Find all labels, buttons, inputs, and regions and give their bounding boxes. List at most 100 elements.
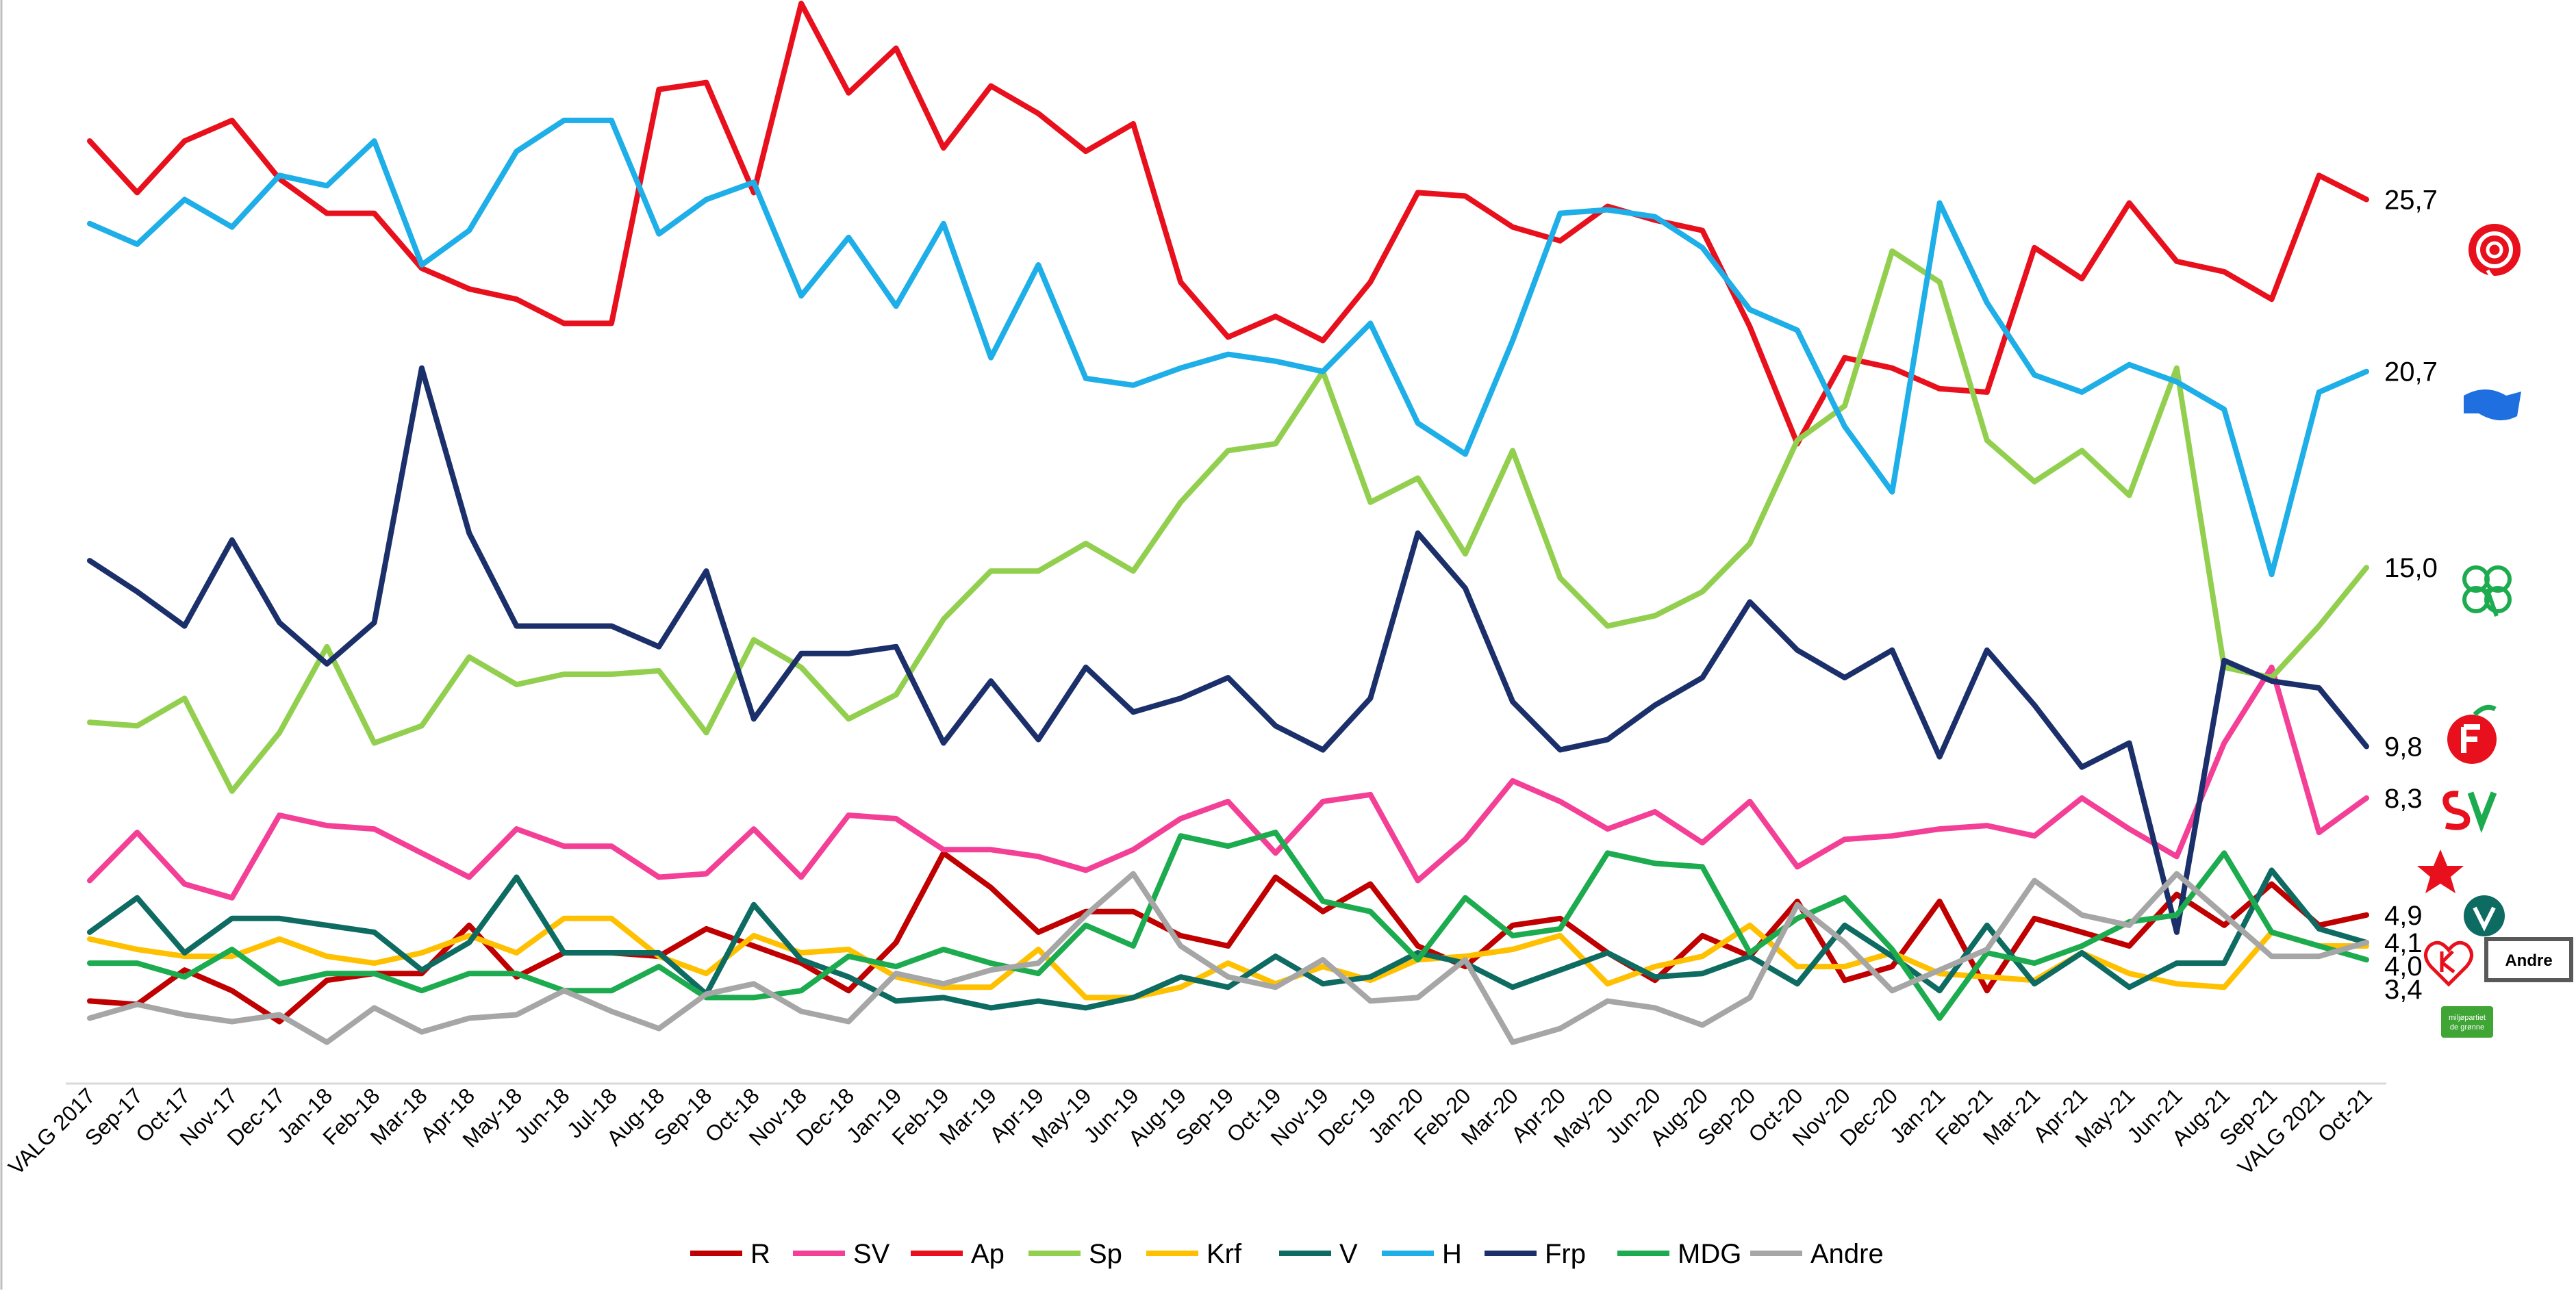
data-point-sv	[1605, 826, 1611, 832]
series-andre	[87, 871, 2369, 1045]
data-point-h	[894, 303, 899, 309]
data-point-v	[894, 998, 899, 1003]
end-label-sp: 15,0	[2384, 553, 2438, 583]
data-point-v	[1557, 967, 1563, 973]
data-point-h	[1795, 327, 1800, 333]
data-point-frp	[1367, 695, 1373, 701]
data-point-frp	[324, 661, 329, 667]
data-point-h	[1557, 211, 1563, 216]
series-r	[87, 850, 2369, 1025]
data-point-andre	[1605, 998, 1611, 1003]
data-point-r	[1178, 933, 1183, 938]
series-line-sv	[87, 664, 2369, 901]
data-point-h	[1700, 245, 1705, 251]
data-point-andre	[561, 988, 567, 993]
data-point-andre	[2269, 953, 2275, 959]
data-point-ap	[704, 80, 709, 86]
data-point-ap	[229, 118, 235, 123]
data-point-h	[798, 293, 804, 298]
data-point-krf	[2221, 984, 2227, 990]
r-star-logo-icon	[2417, 849, 2464, 893]
data-point-krf	[988, 984, 994, 990]
data-point-krf	[1747, 923, 1753, 928]
data-point-v	[1178, 974, 1183, 980]
data-point-ap	[988, 84, 994, 89]
data-point-mdg	[1415, 957, 1421, 962]
data-point-h	[1367, 320, 1373, 326]
andre-box	[2484, 937, 2573, 982]
data-point-mdg	[1463, 895, 1468, 901]
data-point-mdg	[1367, 909, 1373, 914]
data-point-r	[1557, 916, 1563, 921]
data-point-h	[229, 225, 235, 230]
data-point-andre	[1320, 957, 1326, 962]
data-point-frp	[1795, 648, 1800, 653]
data-point-sv	[1035, 854, 1041, 859]
data-point-h	[1984, 300, 1990, 305]
data-point-krf	[87, 936, 92, 942]
data-point-mdg	[514, 971, 519, 976]
data-point-ap	[1226, 335, 1231, 340]
data-point-h	[182, 197, 188, 203]
data-point-andre	[1226, 974, 1231, 980]
svg-text:miljøpartiet: miljøpartiet	[2449, 1014, 2486, 1022]
legend-item-krf: Krf	[1146, 1239, 1242, 1269]
legend-item-mdg: MDG	[1617, 1239, 1741, 1269]
data-point-sp	[1367, 500, 1373, 505]
series-sp	[87, 248, 2369, 794]
data-point-ap	[514, 296, 519, 302]
data-point-v	[2079, 950, 2084, 956]
data-point-ap	[1747, 324, 1753, 329]
data-point-sp	[134, 723, 140, 728]
data-point-v	[1652, 974, 1658, 980]
data-point-frp	[419, 366, 425, 371]
data-point-sv	[87, 878, 92, 884]
data-point-mdg	[846, 953, 851, 959]
data-point-andre	[2079, 912, 2084, 918]
data-point-frp	[1937, 754, 1943, 760]
data-point-sv	[704, 871, 709, 877]
data-point-sp	[704, 730, 709, 735]
data-point-krf	[1984, 974, 1990, 980]
data-point-sv	[466, 875, 472, 880]
data-point-andre	[751, 981, 757, 986]
data-point-ap	[1463, 193, 1468, 199]
data-point-r	[1273, 875, 1278, 880]
data-point-h	[1605, 207, 1611, 213]
data-point-v	[182, 950, 188, 956]
data-point-andre	[1415, 995, 1421, 1000]
data-point-andre	[1984, 947, 1990, 952]
data-point-krf	[1083, 995, 1089, 1000]
data-point-andre	[1463, 957, 1468, 962]
data-point-andre	[1557, 1026, 1563, 1032]
data-point-h	[609, 118, 614, 123]
data-point-andre	[87, 1016, 92, 1021]
data-point-andre	[1131, 871, 1136, 877]
data-point-frp	[1557, 747, 1563, 753]
legend-item-h: H	[1382, 1239, 1462, 1269]
series-line-krf	[87, 915, 2369, 1001]
data-point-v	[324, 923, 329, 928]
data-point-sv	[182, 882, 188, 887]
data-point-r	[1937, 899, 1943, 904]
data-point-krf	[514, 950, 519, 956]
data-point-h	[2127, 362, 2132, 368]
data-point-sv	[372, 826, 377, 832]
data-point-andre	[1937, 967, 1943, 973]
data-point-ap	[2221, 269, 2227, 274]
data-point-v	[2221, 960, 2227, 966]
legend-label: H	[1442, 1239, 1462, 1269]
data-point-frp	[1273, 723, 1278, 728]
data-point-frp	[609, 624, 614, 629]
data-point-v	[846, 974, 851, 980]
data-point-sv	[1557, 799, 1563, 804]
data-point-frp	[704, 568, 709, 574]
data-point-r	[324, 977, 329, 983]
data-point-mdg	[229, 947, 235, 952]
data-point-h	[561, 118, 567, 123]
legend-label: Sp	[1089, 1239, 1122, 1269]
data-point-v	[1937, 988, 1943, 993]
data-point-r	[846, 988, 851, 993]
data-point-r	[2032, 916, 2037, 921]
